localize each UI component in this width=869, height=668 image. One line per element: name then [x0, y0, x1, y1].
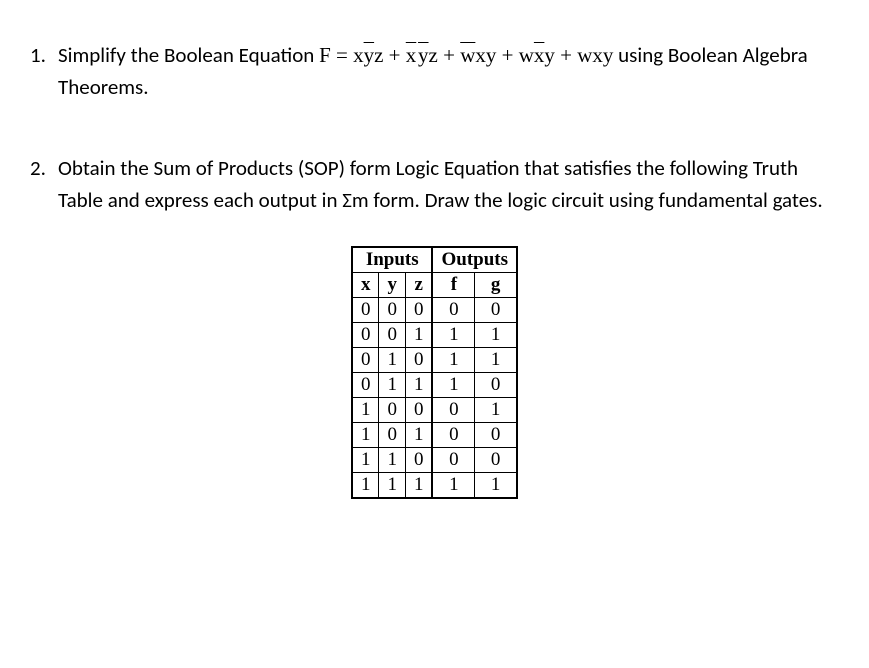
table-row: 0 1 0 1 1	[352, 348, 517, 373]
truth-table-body: 0 0 0 0 0 0 0 1 1 1 0 1 0 1	[352, 298, 517, 499]
cell-y: 0	[379, 423, 406, 448]
cell-z: 1	[405, 373, 432, 398]
q1-term4-y: y	[544, 43, 555, 67]
cell-f: 1	[432, 348, 474, 373]
col-f: f	[432, 273, 474, 298]
cell-g: 0	[475, 373, 517, 398]
cell-y: 0	[379, 398, 406, 423]
cell-g: 0	[475, 448, 517, 473]
cell-x: 0	[352, 348, 379, 373]
cell-x: 1	[352, 398, 379, 423]
q1-term5: wxy	[577, 43, 613, 67]
q1-term2-xbar: x	[406, 43, 417, 67]
cell-f: 0	[432, 398, 474, 423]
col-y: y	[379, 273, 406, 298]
cell-z: 0	[405, 398, 432, 423]
question-2-number: 2.	[30, 153, 58, 185]
cell-z: 0	[405, 348, 432, 373]
q1-plus-1: +	[383, 43, 405, 67]
col-x: x	[352, 273, 379, 298]
cell-z: 1	[405, 423, 432, 448]
q1-text-before: Simplify the Boolean Equation	[58, 42, 319, 68]
cell-y: 1	[379, 448, 406, 473]
cell-x: 0	[352, 373, 379, 398]
cell-g: 0	[475, 298, 517, 323]
cell-y: 1	[379, 473, 406, 499]
q1-term2-z: z	[429, 43, 438, 67]
cell-g: 1	[475, 348, 517, 373]
table-row: 1 1 1 1 1	[352, 473, 517, 499]
cell-z: 1	[405, 473, 432, 499]
q1-term3-xy: xy	[475, 43, 496, 67]
q1-term1-ybar: y	[364, 43, 375, 67]
table-row: 1 1 0 0 0	[352, 448, 517, 473]
question-1-body: Simplify the Boolean Equation F = xyz + …	[58, 40, 839, 103]
q1-plus-3: +	[496, 43, 518, 67]
worksheet-page: 1. Simplify the Boolean Equation F = xyz…	[0, 0, 869, 529]
col-z: z	[405, 273, 432, 298]
cell-g: 1	[475, 473, 517, 499]
cell-f: 1	[432, 473, 474, 499]
q1-term4-w: w	[519, 43, 534, 67]
question-1-number: 1.	[30, 40, 58, 72]
q1-term3-wbar: w	[460, 43, 475, 67]
question-1: 1. Simplify the Boolean Equation F = xyz…	[30, 40, 839, 103]
q1-equation: F = xyz + x yz + wxy + wxy + wxy	[319, 43, 613, 67]
cell-g: 1	[475, 398, 517, 423]
cell-z: 0	[405, 298, 432, 323]
cell-f: 1	[432, 323, 474, 348]
question-2-body: Obtain the Sum of Products (SOP) form Lo…	[58, 153, 839, 216]
question-2: 2. Obtain the Sum of Products (SOP) form…	[30, 153, 839, 216]
truth-table-group-row: Inputs Outputs	[352, 247, 517, 273]
cell-y: 1	[379, 348, 406, 373]
cell-y: 1	[379, 373, 406, 398]
table-row: 0 1 1 1 0	[352, 373, 517, 398]
q1-eq-equals: =	[331, 43, 353, 67]
cell-g: 1	[475, 323, 517, 348]
header-inputs: Inputs	[352, 247, 433, 273]
cell-x: 0	[352, 323, 379, 348]
q1-plus-4: +	[555, 43, 577, 67]
q1-term4-xbar: x	[534, 43, 545, 67]
q1-term2-ybar: y	[418, 43, 429, 67]
col-g: g	[475, 273, 517, 298]
table-row: 1 0 0 0 1	[352, 398, 517, 423]
q1-eq-lhs: F	[319, 43, 331, 67]
cell-y: 0	[379, 323, 406, 348]
spacer	[30, 133, 839, 153]
cell-z: 0	[405, 448, 432, 473]
cell-x: 1	[352, 473, 379, 499]
table-row: 0 0 1 1 1	[352, 323, 517, 348]
truth-table-header-row: x y z f g	[352, 273, 517, 298]
cell-f: 0	[432, 423, 474, 448]
truth-table-container: Inputs Outputs x y z f g 0 0 0 0 0	[30, 246, 839, 499]
cell-x: 1	[352, 423, 379, 448]
truth-table: Inputs Outputs x y z f g 0 0 0 0 0	[351, 246, 518, 499]
cell-f: 0	[432, 448, 474, 473]
q1-plus-2: +	[438, 43, 460, 67]
table-row: 0 0 0 0 0	[352, 298, 517, 323]
q2-text: Obtain the Sum of Products (SOP) form Lo…	[58, 155, 823, 213]
cell-z: 1	[405, 323, 432, 348]
table-row: 1 0 1 0 0	[352, 423, 517, 448]
header-outputs: Outputs	[432, 247, 517, 273]
cell-f: 1	[432, 373, 474, 398]
cell-f: 0	[432, 298, 474, 323]
cell-g: 0	[475, 423, 517, 448]
cell-y: 0	[379, 298, 406, 323]
q1-term1-x: x	[353, 43, 364, 67]
cell-x: 0	[352, 298, 379, 323]
cell-x: 1	[352, 448, 379, 473]
